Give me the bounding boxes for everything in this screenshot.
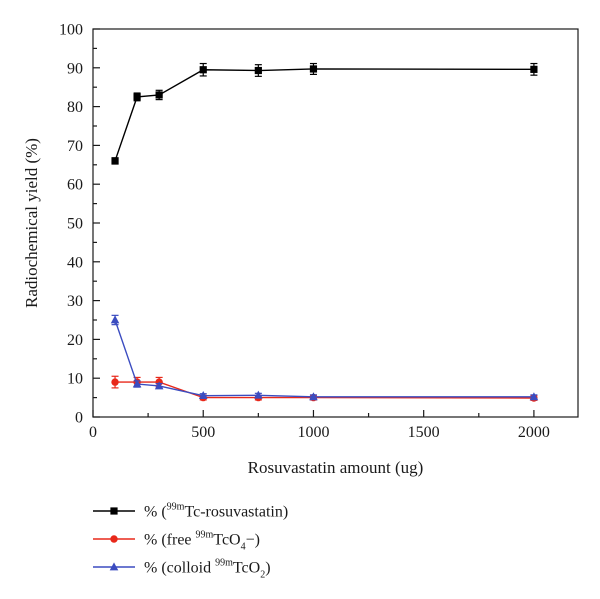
y-tick-label: 0 (75, 410, 83, 427)
data-point (155, 91, 163, 99)
legend-pre: % ( (144, 504, 167, 521)
y-tick-label: 100 (59, 22, 83, 39)
data-point (111, 157, 119, 165)
x-axis-title: Rosuvastatin amount (ug) (248, 458, 424, 477)
legend: % (99mTc-rosuvastatin)% (free 99mTcO4−)%… (93, 502, 288, 581)
legend-main: TcO (233, 560, 260, 577)
data-point (110, 315, 120, 324)
legend-label: % (free 99mTcO4−) (144, 530, 260, 553)
series-square (111, 62, 538, 165)
y-tick-label: 60 (67, 177, 83, 194)
y-tick-label: 40 (67, 254, 83, 271)
series-line (114, 68, 534, 162)
legend-entry: % (colloid 99mTcO2) (93, 558, 271, 581)
legend-sup: 99m (167, 502, 185, 513)
legend-main: TcO (213, 532, 240, 549)
y-tick-label: 10 (67, 371, 83, 388)
data-point (133, 93, 141, 101)
y-tick-label: 70 (67, 138, 83, 155)
y-tick-label: 90 (67, 60, 83, 77)
y-tick-label: 80 (67, 99, 83, 116)
plot-area (110, 62, 539, 402)
legend-pre: % (free (144, 532, 196, 549)
x-tick-label: 1000 (297, 424, 329, 441)
data-point (199, 66, 207, 74)
data-point (254, 66, 262, 75)
y-tick-label: 20 (67, 332, 83, 349)
legend-label: % (99mTc-rosuvastatin) (144, 502, 288, 521)
data-point (254, 390, 263, 399)
data-point (309, 392, 318, 401)
legend-marker (109, 562, 119, 571)
y-tick-label: 50 (67, 216, 83, 233)
legend-sup: 99m (196, 530, 214, 541)
axes: 0 500 1000 1500 2000 0 10 20 30 40 50 60 70 80 90 100 (59, 22, 579, 441)
legend-sub: 4 (241, 542, 246, 553)
legend-entry: % (99mTc-rosuvastatin) (93, 502, 288, 521)
x-tick-label: 0 (89, 424, 97, 441)
y-tick-label: 30 (67, 293, 83, 310)
data-point (529, 392, 539, 401)
legend-sub: 2 (260, 570, 265, 581)
series-line (114, 319, 534, 398)
legend-pre: % (colloid (144, 560, 215, 577)
data-point (309, 65, 318, 73)
data-point (530, 65, 538, 73)
legend-entry: % (free 99mTcO4−) (93, 530, 260, 553)
x-tick-label: 2000 (518, 424, 550, 441)
legend-main: Tc-rosuvastatin) (184, 504, 288, 521)
x-tick-label: 1500 (408, 424, 440, 441)
legend-post: ) (265, 560, 270, 577)
legend-label: % (colloid 99mTcO2) (144, 558, 271, 581)
x-tick-label: 500 (191, 424, 215, 441)
legend-post: −) (246, 532, 260, 549)
legend-sup: 99m (215, 558, 233, 569)
data-point (198, 391, 208, 400)
y-axis-title: Radiochemical yield (%) (22, 138, 41, 308)
legend-marker (110, 535, 118, 543)
data-point (132, 379, 142, 388)
data-point (111, 378, 119, 386)
series-triangle (110, 314, 539, 401)
legend-marker (110, 507, 118, 515)
data-point (154, 381, 164, 390)
plot-frame (92, 28, 579, 418)
